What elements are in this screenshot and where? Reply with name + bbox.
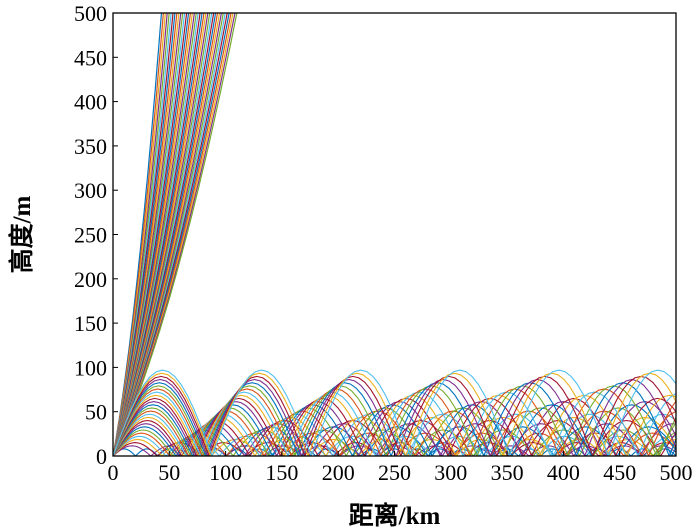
x-tick-label: 0 [108, 460, 119, 485]
x-tick-label: 400 [547, 460, 580, 485]
x-tick-label: 250 [378, 460, 411, 485]
y-tick-label: 200 [74, 267, 107, 292]
y-tick-label: 300 [74, 178, 107, 203]
x-tick-label: 500 [660, 460, 693, 485]
y-tick-label: 0 [96, 444, 107, 469]
x-tick-label: 300 [434, 460, 467, 485]
x-tick-label: 200 [322, 460, 355, 485]
y-tick-label: 400 [74, 90, 107, 115]
x-tick-label: 350 [491, 460, 524, 485]
plot-lines [113, 13, 676, 456]
x-tick-label: 150 [265, 460, 298, 485]
axis-ticks: 0 50 100 150 200 250 300 350 400 450 500 0 50 100 150 2… [74, 1, 693, 485]
y-tick-label: 450 [74, 45, 107, 70]
x-tick-label: 50 [158, 460, 180, 485]
y-axis-label: 高度/m [7, 195, 36, 273]
x-axis-label: 距离/km [349, 501, 441, 530]
y-tick-label: 150 [74, 311, 107, 336]
y-tick-label: 350 [74, 134, 107, 159]
trapped-ray-17 [113, 397, 676, 456]
y-tick-label: 500 [74, 1, 107, 26]
x-tick-label: 100 [209, 460, 242, 485]
y-tick-label: 250 [74, 223, 107, 248]
x-tick-label: 450 [603, 460, 636, 485]
y-tick-label: 50 [85, 400, 107, 425]
y-tick-label: 100 [74, 355, 107, 380]
